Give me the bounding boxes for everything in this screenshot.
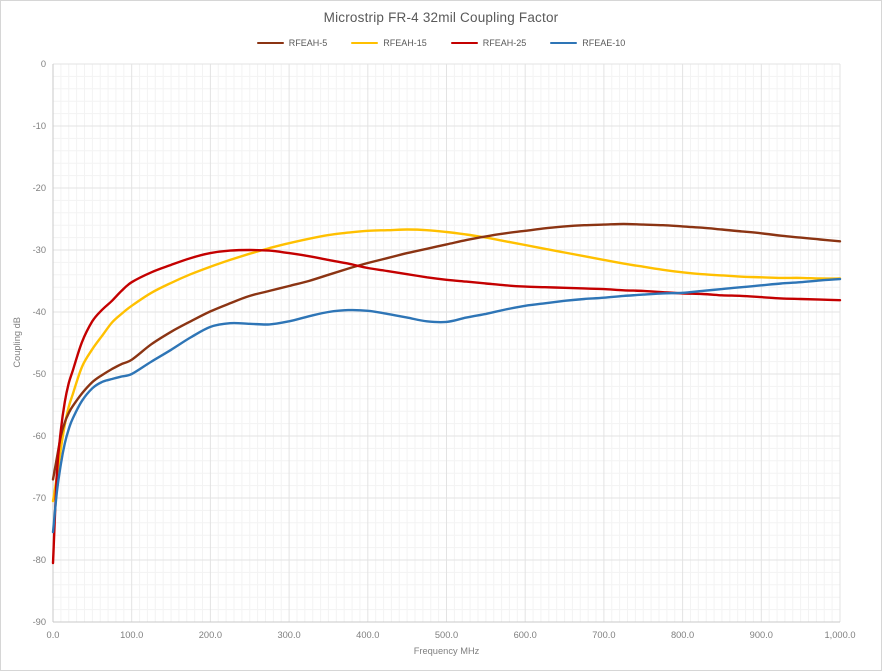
y-tick-label: -30 [33, 245, 46, 255]
x-tick-label: 700.0 [592, 630, 615, 640]
x-tick-label: 200.0 [199, 630, 222, 640]
y-tick-label: -70 [33, 493, 46, 503]
x-tick-label: 600.0 [514, 630, 537, 640]
series-RFEAH-5 [51, 222, 842, 481]
legend-line-swatch-icon [256, 41, 284, 45]
legend-item-RFEAE-10: RFEAE-10 [550, 38, 625, 48]
series-RFEAE-10 [51, 277, 842, 534]
legend-label: RFEAH-25 [482, 38, 527, 48]
y-tick-label: 0 [41, 59, 46, 69]
chart-legend: RFEAH-5 RFEAH-15 RFEAH-25 RFEAE-10 [1, 38, 881, 48]
x-tick-label: 900.0 [750, 630, 773, 640]
legend-item-RFEAH-5: RFEAH-5 [256, 38, 328, 48]
x-tick-label: 300.0 [277, 630, 300, 640]
legend-line-swatch-icon [450, 41, 478, 45]
legend-item-RFEAH-15: RFEAH-15 [351, 38, 427, 48]
y-tick-label: -50 [33, 369, 46, 379]
chart-title: Microstrip FR-4 32mil Coupling Factor [323, 10, 559, 25]
legend-item-RFEAH-25: RFEAH-25 [450, 38, 527, 48]
x-axis-label: Frequency MHz [413, 646, 480, 656]
x-tick-label: 400.0 [356, 630, 379, 640]
legend-line-swatch-icon [550, 41, 578, 45]
series-RFEAH-15 [51, 228, 842, 503]
legend-label: RFEAE-10 [582, 38, 626, 48]
legend-label: RFEAH-5 [288, 38, 328, 48]
y-tick-label: -60 [33, 431, 46, 441]
y-tick-label: -90 [33, 617, 46, 627]
x-tick-label: 100.0 [120, 630, 143, 640]
y-axis-label-text: Coupling dB [12, 317, 22, 368]
y-tick-label: -10 [33, 121, 46, 131]
x-tick-label: 500.0 [435, 630, 458, 640]
y-axis-label: Coupling dB [12, 1, 22, 672]
legend-label: RFEAH-15 [383, 38, 427, 48]
y-tick-label: -20 [33, 183, 46, 193]
legend-line-swatch-icon [351, 41, 379, 45]
x-tick-label: 800.0 [671, 630, 694, 640]
y-tick-label: -80 [33, 555, 46, 565]
x-tick-label: 0.0 [47, 630, 60, 640]
y-tick-label: -40 [33, 307, 46, 317]
x-tick-label: 1,000.0 [824, 630, 855, 640]
